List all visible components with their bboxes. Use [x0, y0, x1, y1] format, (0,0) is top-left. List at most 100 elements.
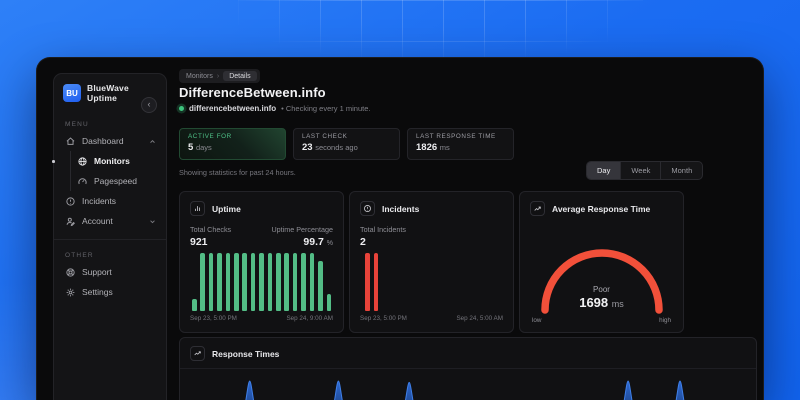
- status-cards-row: ACTIVE FOR 5 days LAST CHECK 23 seconds ago…: [179, 128, 514, 160]
- uptime-bar: [217, 253, 222, 311]
- alert-circle-icon: [360, 201, 375, 216]
- tab-month[interactable]: Month: [660, 162, 702, 179]
- incident-bar: [365, 253, 370, 311]
- uptime-bar: [250, 253, 256, 311]
- sidebar-item-dashboard[interactable]: Dashboard: [54, 131, 166, 151]
- sidebar-item-label: Monitors: [94, 156, 130, 166]
- average-response-card-title: Average Response Time: [552, 203, 651, 214]
- uptime-bar: [318, 260, 323, 311]
- uptime-bar: [200, 253, 205, 311]
- brand-row[interactable]: BU BlueWave Uptime: [54, 74, 166, 111]
- response-times-card: Response Times: [179, 337, 757, 400]
- breadcrumb: Monitors › Details: [179, 69, 260, 83]
- gauge-status: Poor: [593, 285, 610, 294]
- response-times-card-title: Response Times: [212, 348, 280, 359]
- alert-icon: [65, 196, 76, 207]
- status-card-active-for: ACTIVE FOR 5 days: [179, 128, 286, 160]
- uptime-bar: [208, 253, 214, 311]
- sidebar-item-pagespeed[interactable]: Pagespeed: [71, 171, 166, 191]
- background-grid-pattern: [238, 0, 643, 60]
- sidebar-item-support[interactable]: Support: [54, 262, 166, 282]
- incident-bar: [373, 253, 378, 311]
- monitor-check-frequency: • Checking every 1 minute.: [281, 104, 371, 113]
- sidebar-item-settings[interactable]: Settings: [54, 282, 166, 302]
- incidents-axis-end: Sep 24, 5:00 AM: [456, 315, 503, 322]
- sidebar-item-monitors[interactable]: Monitors: [52, 151, 166, 171]
- uptime-bar: [309, 253, 315, 311]
- sidebar-item-label: Pagespeed: [94, 176, 138, 186]
- gauge-low-label: low: [532, 317, 542, 324]
- gauge-high-label: high: [659, 317, 671, 324]
- sidebar-collapse-button[interactable]: ‹: [141, 97, 157, 113]
- uptime-bar-chart: [190, 253, 333, 311]
- uptime-bar: [242, 253, 247, 311]
- gear-icon: [65, 287, 76, 298]
- sidebar: BU BlueWave Uptime MENU Dashboard Monitor…: [52, 73, 167, 400]
- status-dot-icon: [179, 106, 184, 111]
- uptime-bar: [225, 253, 231, 311]
- sidebar-item-account[interactable]: Account: [54, 211, 166, 231]
- breadcrumb-monitors[interactable]: Monitors: [186, 72, 213, 80]
- status-card-label: ACTIVE FOR: [188, 133, 232, 140]
- summary-cards-row: Uptime Total Checks 921 Uptime Percentag…: [179, 191, 684, 333]
- page-title: DifferenceBetween.info: [179, 85, 326, 100]
- status-card-last-response-time: LAST RESPONSE TIME 1826 ms: [407, 128, 514, 160]
- average-response-card: Average Response Time Poor 1698 ms low h…: [519, 191, 684, 333]
- breadcrumb-details[interactable]: Details: [223, 71, 257, 81]
- sidebar-menu: Dashboard Monitors Pagespeed Incidents Accou…: [52, 131, 166, 231]
- sidebar-item-label: Incidents: [82, 196, 117, 206]
- chevron-up-icon: [148, 137, 157, 146]
- status-card-value: 1826 ms: [416, 142, 450, 153]
- sidebar-section-other: OTHER: [65, 252, 94, 259]
- uptime-axis-start: Sep 23, 5:00 PM: [190, 315, 237, 322]
- brand-logo: BU: [63, 84, 81, 102]
- gauge-icon: [77, 176, 88, 187]
- chevron-down-icon: [148, 217, 157, 226]
- incidents-bar-chart: [360, 253, 503, 311]
- status-card-label: LAST CHECK: [302, 133, 348, 140]
- sidebar-item-incidents[interactable]: Incidents: [54, 191, 166, 211]
- support-icon: [65, 267, 76, 278]
- total-checks-value: 921: [190, 236, 208, 248]
- sidebar-item-label: Account: [82, 216, 113, 226]
- sidebar-item-label: Settings: [82, 287, 113, 297]
- sidebar-item-label: Support: [82, 267, 112, 277]
- uptime-bar: [192, 299, 197, 311]
- gauge-value: 1698 ms: [579, 295, 624, 310]
- user-icon: [65, 216, 76, 227]
- tab-day[interactable]: Day: [587, 162, 621, 179]
- uptime-percentage-value: 99.7 %: [303, 236, 333, 248]
- breadcrumb-separator-icon: ›: [216, 72, 220, 80]
- sidebar-other-menu: Support Settings: [54, 262, 166, 302]
- range-tabs: Day Week Month: [586, 161, 704, 180]
- total-incidents-label: Total Incidents: [360, 225, 406, 234]
- brand-name: BlueWave Uptime: [87, 83, 129, 103]
- total-incidents-value: 2: [360, 236, 366, 248]
- status-card-value: 5 days: [188, 142, 212, 153]
- stats-note: Showing statistics for past 24 hours.: [179, 168, 296, 177]
- uptime-axis-end: Sep 24, 9:00 AM: [286, 315, 333, 322]
- monitor-url: differencebetween.info: [189, 104, 277, 113]
- sidebar-item-label: Dashboard: [82, 136, 124, 146]
- sidebar-subtree: Monitors Pagespeed: [52, 151, 166, 191]
- total-checks-label: Total Checks: [190, 225, 232, 234]
- status-card-value: 23 seconds ago: [302, 142, 358, 153]
- uptime-card-title: Uptime: [212, 203, 241, 214]
- home-icon: [65, 136, 76, 147]
- line-chart-icon: [190, 346, 205, 361]
- uptime-bar: [301, 253, 306, 311]
- globe-icon: [77, 156, 88, 167]
- uptime-card: Uptime Total Checks 921 Uptime Percentag…: [179, 191, 344, 333]
- monitor-status-line: differencebetween.info • Checking every …: [179, 104, 370, 113]
- uptime-percentage-label: Uptime Percentage: [271, 225, 333, 234]
- app-window: BU BlueWave Uptime MENU Dashboard Monitor…: [36, 57, 764, 400]
- incidents-card: Incidents Total Incidents 2 Sep 23, 5:00…: [349, 191, 514, 333]
- trend-up-icon: [530, 201, 545, 216]
- status-card-label: LAST RESPONSE TIME: [416, 133, 496, 140]
- tab-week[interactable]: Week: [620, 162, 660, 179]
- sidebar-section-menu: MENU: [65, 121, 89, 128]
- uptime-bar: [259, 253, 264, 311]
- active-item-dot: [52, 160, 55, 163]
- incidents-axis-start: Sep 23, 5:00 PM: [360, 315, 407, 322]
